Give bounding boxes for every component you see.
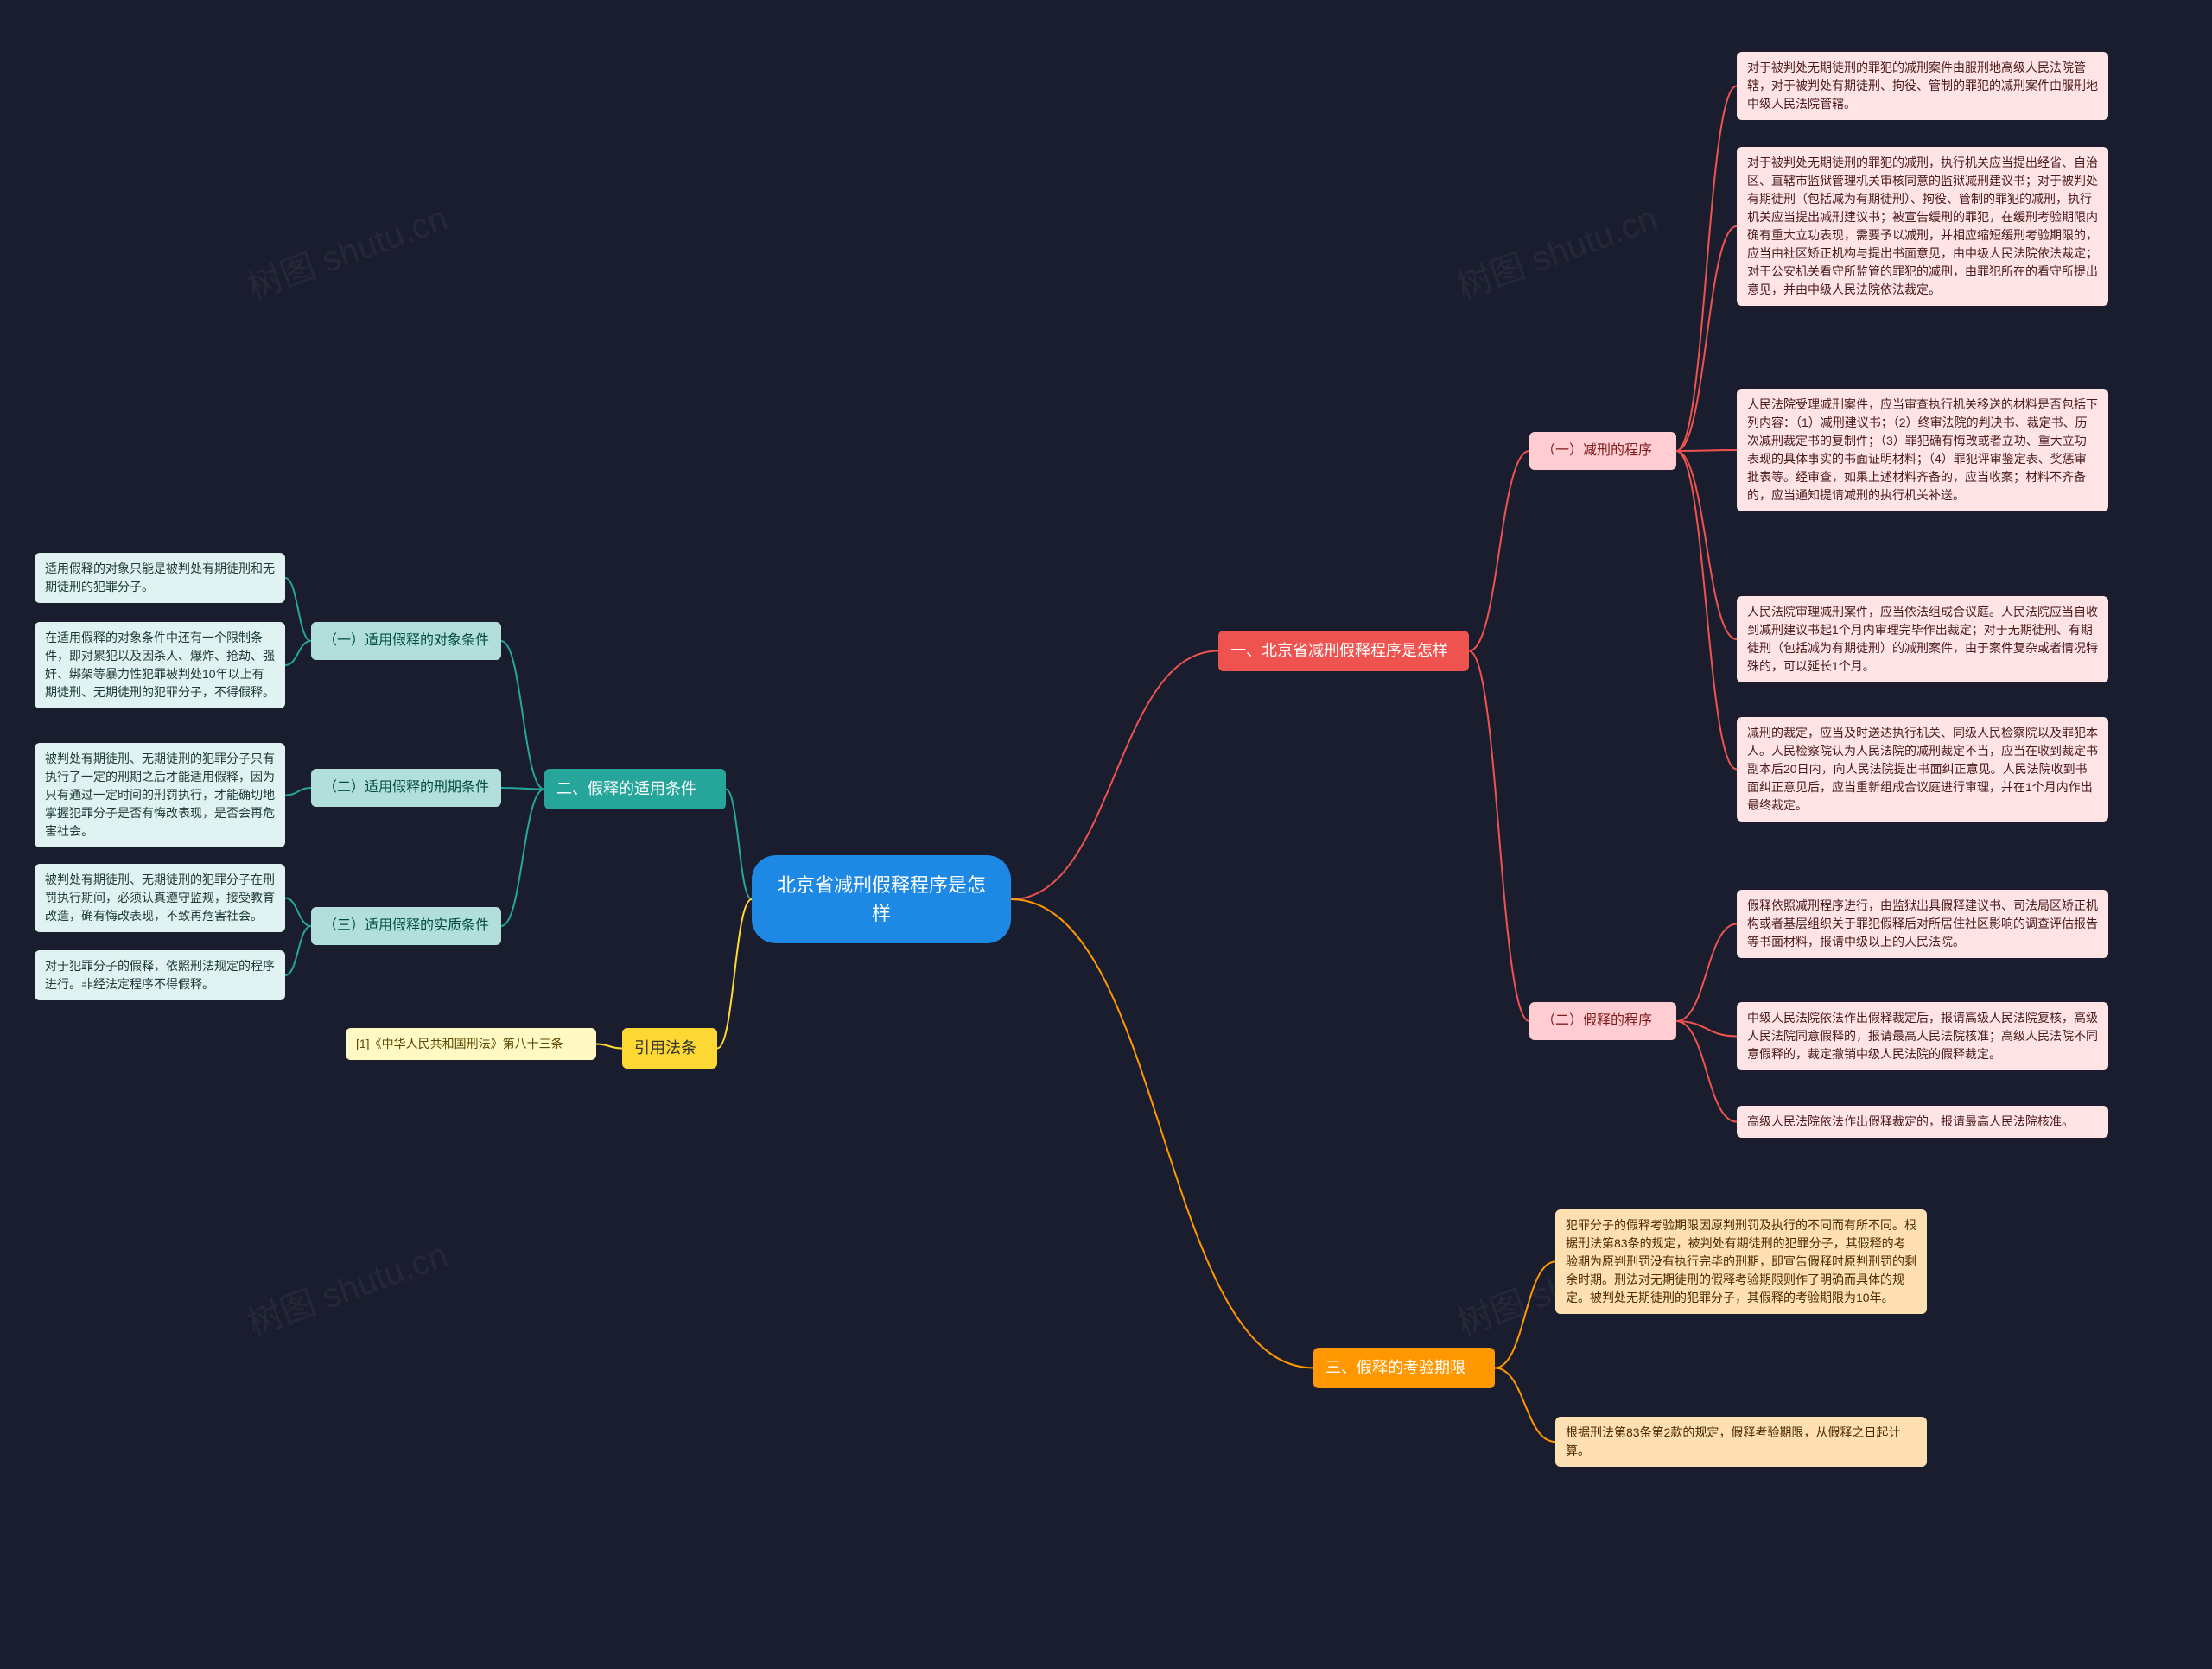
branch-1-sub-1-leaf-2: 人民法院受理减刑案件，应当审查执行机关移送的材料是否包括下列内容：（1）减刑建议… — [1737, 389, 2108, 511]
branch-1-sub-2-leaf-1: 中级人民法院依法作出假释裁定后，报请高级人民法院复核，高级人民法院同意假释的，报… — [1737, 1002, 2108, 1070]
branch-1-sub-2-label: （二）假释的程序 — [1541, 1013, 1652, 1028]
branch-3-leaf-1: 根据刑法第83条第2款的规定，假释考验期限，从假释之日起计算。 — [1555, 1417, 1927, 1467]
watermark: 树图 shutu.cn — [239, 190, 454, 308]
root-node: 北京省减刑假释程序是怎样 — [752, 855, 1011, 943]
branch-2-sub-3-leaf-1: 对于犯罪分子的假释，依照刑法规定的程序进行。非经法定程序不得假释。 — [35, 950, 285, 1000]
branch-4-leaf-0: [1]《中华人民共和国刑法》第八十三条 — [346, 1028, 596, 1060]
branch-1-sub-1-leaf-1: 对于被判处无期徒刑的罪犯的减刑，执行机关应当提出经省、自治区、直辖市监狱管理机关… — [1737, 147, 2108, 306]
branch-2-sub-3[interactable]: （三）适用假释的实质条件 — [311, 907, 501, 945]
branch-2-sub-2[interactable]: （二）适用假释的刑期条件 — [311, 769, 501, 807]
branch-2-sub-2-label: （二）适用假释的刑期条件 — [323, 780, 489, 795]
root-label: 北京省减刑假释程序是怎样 — [777, 874, 986, 924]
branch-3-label: 三、假释的考验期限 — [1325, 1359, 1465, 1376]
branch-4-label: 引用法条 — [634, 1039, 696, 1057]
branch-1-sub-1[interactable]: （一）减刑的程序 — [1529, 432, 1676, 470]
branch-3-leaf-0: 犯罪分子的假释考验期限因原判刑罚及执行的不同而有所不同。根据刑法第83条的规定，… — [1555, 1209, 1927, 1314]
branch-1[interactable]: 一、北京省减刑假释程序是怎样 — [1218, 631, 1469, 671]
branch-1-sub-2-leaf-2: 高级人民法院依法作出假释裁定的，报请最高人民法院核准。 — [1737, 1106, 2108, 1138]
branch-2[interactable]: 二、假释的适用条件 — [544, 769, 726, 809]
branch-1-label: 一、北京省减刑假释程序是怎样 — [1230, 642, 1448, 659]
branch-3[interactable]: 三、假释的考验期限 — [1313, 1348, 1495, 1388]
branch-2-sub-3-label: （三）适用假释的实质条件 — [323, 918, 489, 933]
watermark: 树图 shutu.cn — [1449, 190, 1663, 308]
branch-2-sub-1-leaf-1: 在适用假释的对象条件中还有一个限制条件，即对累犯以及因杀人、爆炸、抢劫、强奸、绑… — [35, 622, 285, 708]
branch-1-sub-1-leaf-3: 人民法院审理减刑案件，应当依法组成合议庭。人民法院应当自收到减刑建议书起1个月内… — [1737, 596, 2108, 682]
branch-2-sub-3-leaf-0: 被判处有期徒刑、无期徒刑的犯罪分子在刑罚执行期间，必须认真遵守监规，接受教育改造… — [35, 864, 285, 932]
branch-2-sub-1-leaf-0: 适用假释的对象只能是被判处有期徒刑和无期徒刑的犯罪分子。 — [35, 553, 285, 603]
branch-1-sub-2-leaf-0: 假释依照减刑程序进行，由监狱出具假释建议书、司法局区矫正机构或者基层组织关于罪犯… — [1737, 890, 2108, 958]
watermark: 树图 shutu.cn — [239, 1227, 454, 1345]
branch-1-sub-1-label: （一）减刑的程序 — [1541, 443, 1652, 458]
branch-2-sub-1[interactable]: （一）适用假释的对象条件 — [311, 622, 501, 660]
branch-2-label: 二、假释的适用条件 — [556, 780, 696, 797]
branch-4[interactable]: 引用法条 — [622, 1028, 717, 1069]
branch-1-sub-1-leaf-4: 减刑的裁定，应当及时送达执行机关、同级人民检察院以及罪犯本人。人民检察院认为人民… — [1737, 717, 2108, 822]
branch-2-sub-2-leaf-0: 被判处有期徒刑、无期徒刑的犯罪分子只有执行了一定的刑期之后才能适用假释，因为只有… — [35, 743, 285, 847]
branch-1-sub-1-leaf-0: 对于被判处无期徒刑的罪犯的减刑案件由服刑地高级人民法院管辖，对于被判处有期徒刑、… — [1737, 52, 2108, 120]
branch-1-sub-2[interactable]: （二）假释的程序 — [1529, 1002, 1676, 1040]
branch-2-sub-1-label: （一）适用假释的对象条件 — [323, 633, 489, 648]
